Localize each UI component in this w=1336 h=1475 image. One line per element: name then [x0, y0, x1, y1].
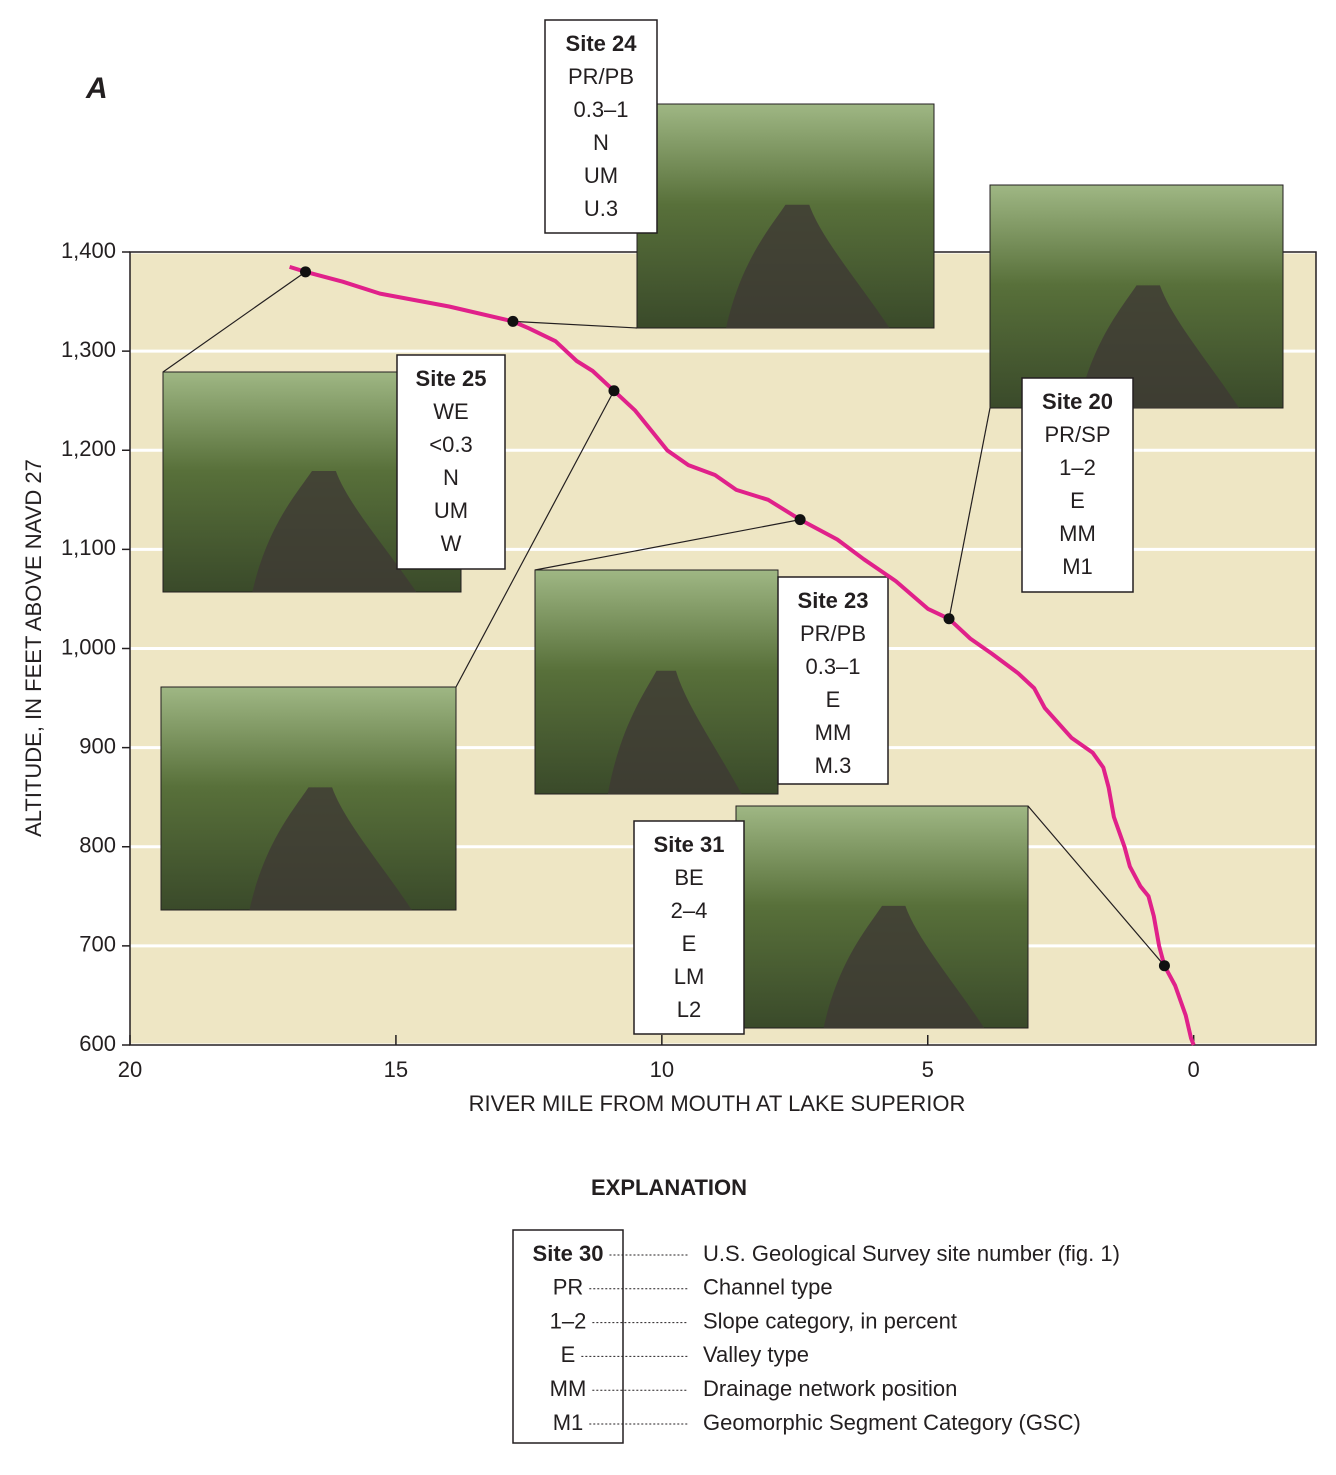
- site-point: [794, 514, 806, 526]
- site-attribute: 0.3–1: [805, 654, 860, 679]
- x-tick-label: 20: [118, 1057, 142, 1082]
- key-entry: M1: [553, 1410, 584, 1435]
- x-tick-label: 0: [1188, 1057, 1200, 1082]
- site-point: [1158, 960, 1170, 972]
- key-description: Channel type: [703, 1275, 833, 1300]
- leader-line: [534, 519, 801, 571]
- site-label: Site 20: [1042, 389, 1113, 414]
- x-axis-label: RIVER MILE FROM MOUTH AT LAKE SUPERIOR: [469, 1091, 966, 1116]
- photo-stream: [249, 787, 412, 910]
- site-label: Site 24: [566, 31, 638, 56]
- key-entry: PR: [553, 1275, 584, 1300]
- photo-stream: [252, 471, 417, 592]
- site-point: [608, 385, 620, 397]
- x-tick-label: 15: [384, 1057, 408, 1082]
- site-attribute: WE: [433, 399, 468, 424]
- site-label: Site 31: [654, 832, 725, 857]
- site-attribute: 1–2: [1059, 455, 1096, 480]
- key-description: Valley type: [703, 1342, 809, 1367]
- y-axis-label: ALTITUDE, IN FEET ABOVE NAVD 27: [21, 459, 46, 837]
- site-point: [300, 266, 312, 278]
- photo-stream: [823, 905, 985, 1028]
- site-attribute: BE: [674, 865, 703, 890]
- photo-stream: [607, 670, 742, 794]
- key-entry: Site 30: [533, 1241, 604, 1266]
- leader-line: [1027, 805, 1165, 967]
- site-label: Site 25: [416, 366, 487, 391]
- x-tick-label: 10: [650, 1057, 674, 1082]
- key-description: Geomorphic Segment Category (GSC): [703, 1410, 1081, 1435]
- site-box: [396, 354, 506, 570]
- site-attribute: PR/SP: [1044, 422, 1110, 447]
- site-box: [544, 19, 658, 234]
- site-attribute: N: [593, 130, 609, 155]
- site-box: [633, 820, 745, 1035]
- y-tick-label: 600: [79, 1031, 116, 1056]
- leader-line: [455, 390, 615, 688]
- site-attribute: E: [826, 687, 841, 712]
- site-attribute: W: [441, 531, 462, 556]
- site-attribute: PR/PB: [568, 64, 634, 89]
- site-attribute: PR/PB: [800, 621, 866, 646]
- site-attribute: UM: [434, 498, 468, 523]
- y-tick-label: 800: [79, 833, 116, 858]
- key-description: U.S. Geological Survey site number (fig.…: [703, 1241, 1120, 1266]
- site-attribute: 0.3–1: [573, 97, 628, 122]
- leader-line: [948, 407, 991, 619]
- site-attribute: U.3: [584, 196, 618, 221]
- site-attribute: L2: [677, 997, 701, 1022]
- y-tick-label: 900: [79, 733, 116, 758]
- site-attribute: MM: [815, 720, 852, 745]
- key-description: Drainage network position: [703, 1376, 957, 1401]
- site-attribute: LM: [674, 964, 705, 989]
- photo-stream: [726, 204, 890, 328]
- key-entry: 1–2: [550, 1308, 587, 1333]
- key-box: [512, 1229, 624, 1444]
- x-tick-label: 5: [922, 1057, 934, 1082]
- leader-line: [512, 320, 638, 329]
- panel-label: A: [85, 72, 108, 105]
- key-entry: MM: [550, 1376, 587, 1401]
- y-tick-label: 1,400: [61, 238, 116, 263]
- site-attribute: <0.3: [429, 432, 472, 457]
- profile-line: [289, 264, 1196, 1046]
- y-tick-label: 1,300: [61, 337, 116, 362]
- site-attribute: E: [1070, 488, 1085, 513]
- key-entry: E: [561, 1342, 576, 1367]
- site-attribute: 2–4: [671, 898, 708, 923]
- site-attribute: N: [443, 465, 459, 490]
- site-attribute: MM: [1059, 521, 1096, 546]
- site-attribute: UM: [584, 163, 618, 188]
- site-label: Site 23: [798, 588, 869, 613]
- explanation-title: EXPLANATION: [591, 1175, 747, 1200]
- site-attribute: E: [682, 931, 697, 956]
- site-point: [507, 315, 519, 327]
- site-box: [777, 576, 889, 785]
- y-tick-label: 700: [79, 932, 116, 957]
- site-attribute: M.3: [815, 753, 852, 778]
- key-description: Slope category, in percent: [703, 1308, 957, 1333]
- y-tick-label: 1,000: [61, 634, 116, 659]
- site-box: [1021, 377, 1134, 593]
- y-tick-label: 1,100: [61, 535, 116, 560]
- leader-line: [162, 271, 306, 373]
- site-attribute: M1: [1062, 554, 1093, 579]
- site-point: [943, 613, 955, 625]
- y-tick-label: 1,200: [61, 436, 116, 461]
